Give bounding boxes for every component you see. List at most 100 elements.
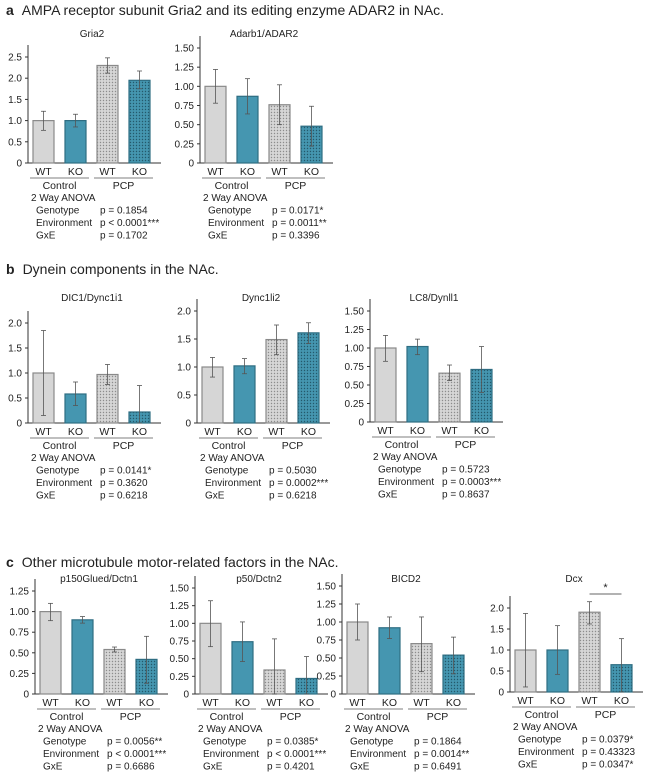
anova-factor-label: Environment — [518, 747, 574, 758]
section-letter: c — [6, 554, 14, 570]
y-tick-label: 1.5 — [8, 344, 22, 355]
group-label: Control — [215, 180, 249, 192]
y-tick-label: 0 — [16, 419, 22, 430]
anova-factor-label: Environment — [203, 749, 259, 760]
y-tick-label: 0.25 — [175, 139, 195, 150]
anova-factor-label: Genotype — [518, 735, 562, 746]
anova-heading: 2 Way ANOVA — [198, 724, 263, 735]
x-category-label: WT — [268, 426, 285, 438]
x-category-label: KO — [132, 166, 147, 178]
x-category-label: WT — [266, 697, 283, 709]
bar — [71, 619, 94, 695]
bar — [96, 64, 119, 164]
y-tick-label: 1.25 — [317, 600, 337, 611]
anova-factor-label: Environment — [36, 218, 92, 229]
chart-title: Dcx — [565, 574, 582, 585]
bar — [128, 79, 151, 164]
anova-factor-label: GxE — [203, 762, 223, 772]
anova-p-value: p = 0.6218 — [100, 491, 148, 502]
x-category-label: KO — [132, 426, 147, 438]
group-label: PCP — [427, 711, 449, 723]
chart-panel: Gria2 0 0.5 1.0 1.5 2.0 2.5 WT KO WT KO Control PCP 2… — [8, 29, 161, 242]
group-label: Control — [212, 440, 246, 452]
anova-heading: 2 Way ANOVA — [345, 724, 410, 735]
anova-factor-label: Environment — [378, 477, 434, 488]
anova-heading: 2 Way ANOVA — [200, 453, 265, 464]
y-tick-label: 0.75 — [345, 362, 365, 373]
x-category-label: WT — [202, 697, 219, 709]
group-label: PCP — [113, 180, 135, 192]
anova-factor-label: GxE — [518, 760, 538, 771]
anova-p-value: p = 0.6686 — [107, 762, 155, 772]
y-tick-label: 1.25 — [170, 601, 190, 612]
x-category-label: WT — [99, 166, 116, 178]
x-category-label: KO — [68, 426, 83, 438]
anova-factor-label: Genotype — [36, 206, 80, 217]
group-label: Control — [357, 711, 391, 723]
anova-p-value: p < 0.0001*** — [107, 749, 166, 760]
y-tick-label: 1.50 — [170, 584, 190, 595]
bar — [233, 365, 256, 424]
x-category-label: KO — [75, 697, 90, 709]
y-tick-label: 0.5 — [490, 667, 504, 678]
x-category-label: WT — [35, 426, 52, 438]
y-tick-label: 1.00 — [170, 619, 190, 630]
anova-p-value: p = 0.0379* — [582, 735, 634, 746]
x-category-label: KO — [237, 426, 252, 438]
anova-heading: 2 Way ANOVA — [31, 193, 96, 204]
y-tick-label: 0 — [183, 690, 189, 701]
group-label: PCP — [285, 180, 307, 192]
y-tick-label: 1.5 — [8, 95, 22, 106]
anova-heading: 2 Way ANOVA — [373, 452, 438, 463]
x-category-label: KO — [139, 697, 154, 709]
x-category-label: KO — [446, 697, 461, 709]
group-label: PCP — [595, 709, 617, 721]
chart-title: DIC1/Dync1i1 — [61, 293, 123, 304]
x-category-label: KO — [299, 697, 314, 709]
y-tick-label: 0.75 — [170, 637, 190, 648]
anova-factor-label: Genotype — [350, 737, 394, 748]
y-tick-label: 1.00 — [175, 82, 195, 93]
anova-p-value: p = 0.0011** — [272, 218, 327, 229]
anova-factor-label: Environment — [350, 749, 406, 760]
anova-factor-label: Environment — [208, 218, 264, 229]
chart-title: Adarb1/ADAR2 — [230, 29, 299, 40]
anova-p-value: p = 0.0347* — [582, 760, 634, 771]
anova-factor-label: GxE — [36, 491, 56, 502]
group-label: Control — [385, 439, 419, 451]
y-tick-label: 0.50 — [10, 648, 30, 659]
chart-panel: LC8/Dynll1 0 0.25 0.50 0.75 1.00 1.25 1.50 WT KO W… — [345, 293, 503, 501]
group-label: Control — [210, 711, 244, 723]
chart-panel: Dync1li2 0 0.5 1.0 1.5 2.0 WT KO WT KO Control PCP 2… — [177, 293, 330, 502]
y-tick-label: 0.25 — [10, 669, 30, 680]
anova-p-value: p = 0.5723 — [442, 465, 490, 476]
y-tick-label: 1.00 — [10, 607, 30, 618]
y-tick-label: 1.25 — [10, 587, 30, 598]
y-tick-label: 2.0 — [490, 604, 504, 615]
anova-p-value: p = 0.1702 — [100, 231, 148, 242]
group-label: Control — [43, 440, 77, 452]
x-category-label: WT — [42, 697, 59, 709]
anova-factor-label: Genotype — [203, 737, 247, 748]
y-tick-label: 0.5 — [8, 394, 22, 405]
y-tick-label: 0.50 — [175, 120, 195, 131]
y-tick-label: 0.25 — [170, 672, 190, 683]
y-tick-label: 0.25 — [317, 672, 337, 683]
chart-panel: p150Glued/Dctn1 0 0.25 0.50 0.75 1.00 1.25 WT KO… — [10, 574, 168, 772]
chart-panel: BICD2 0 0.25 0.50 0.75 1.00 1.25 1.50 WT KO WT KO Co… — [317, 574, 475, 772]
group-label: PCP — [113, 440, 135, 452]
x-category-label: KO — [550, 695, 565, 707]
anova-factor-label: GxE — [208, 231, 228, 242]
anova-p-value: p = 0.6491 — [414, 762, 462, 772]
y-tick-label: 1.5 — [177, 335, 191, 346]
y-tick-label: 0 — [330, 690, 336, 701]
y-tick-label: 2.0 — [177, 307, 191, 318]
y-tick-label: 1.25 — [345, 325, 365, 336]
x-category-label: KO — [68, 166, 83, 178]
anova-p-value: p = 0.3396 — [272, 231, 320, 242]
x-category-label: WT — [581, 695, 598, 707]
y-tick-label: 0.50 — [170, 654, 190, 665]
section-title: AMPA receptor subunit Gria2 and its edit… — [21, 2, 445, 18]
section-a-heading: a AMPA receptor subunit Gria2 and its edi… — [6, 2, 444, 18]
